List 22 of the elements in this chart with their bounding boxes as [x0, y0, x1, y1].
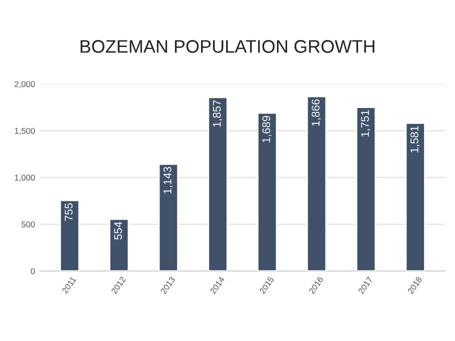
bar [306, 96, 327, 271]
data-label: 1,866 [312, 99, 321, 126]
y-tick-label: 1,500 [14, 128, 35, 135]
bar [60, 200, 80, 271]
data-label: 755 [64, 203, 73, 221]
bar [257, 112, 278, 271]
y-tick-label: 500 [22, 221, 35, 228]
data-label: 1,581 [410, 126, 420, 152]
data-label: 1,857 [212, 100, 222, 127]
chart-title: BOZEMAN POPULATION GROWTH [80, 40, 374, 53]
data-label: 1,689 [262, 116, 272, 142]
data-label: 554 [114, 222, 122, 240]
y-tick-label: 1,000 [14, 174, 35, 182]
y-tick-label: 2,000 [14, 81, 35, 88]
y-tick-label: 0 [30, 268, 35, 274]
bar [108, 218, 130, 271]
bar [208, 96, 228, 271]
data-label: 1,751 [361, 110, 370, 137]
data-label: 1,143 [164, 166, 173, 194]
bar [405, 122, 426, 271]
bar [356, 106, 376, 271]
bar [158, 163, 178, 271]
